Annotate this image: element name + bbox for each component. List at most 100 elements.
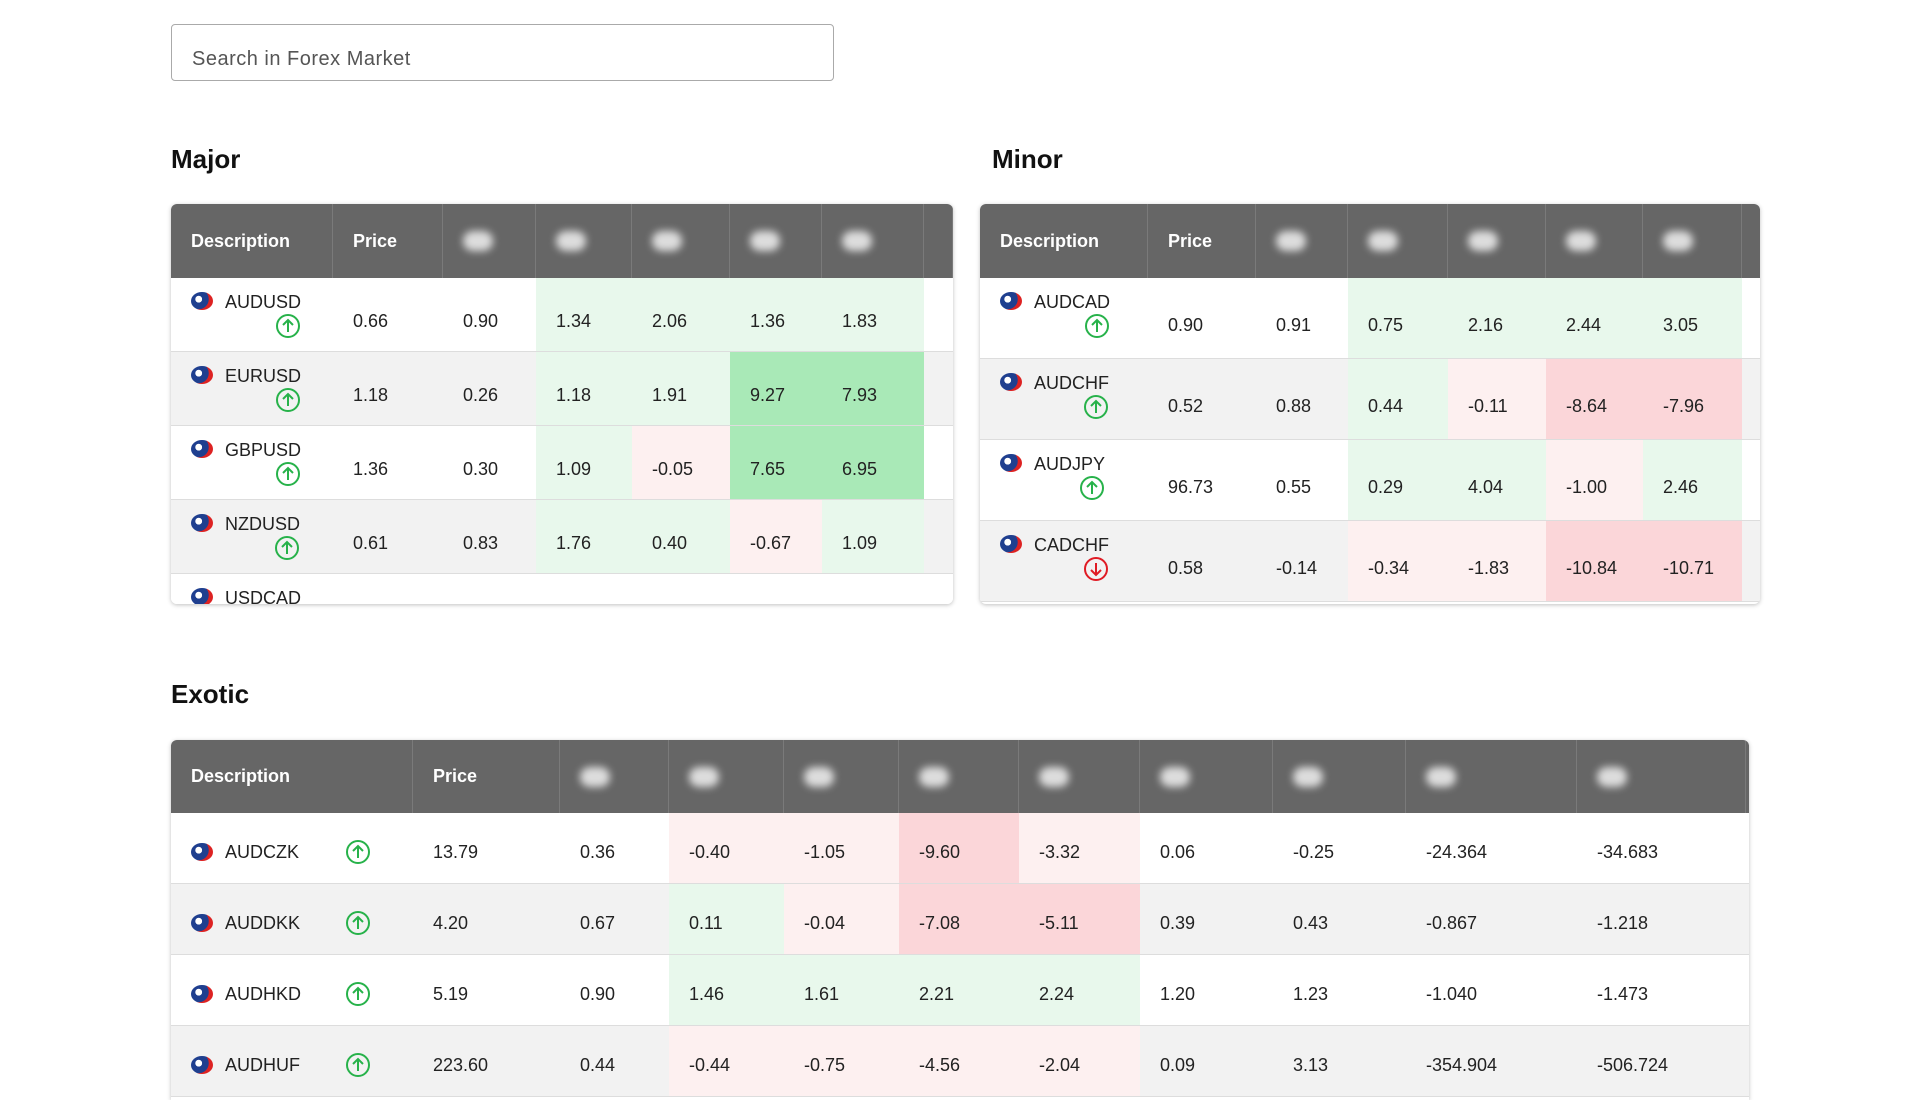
symbol-group: CADCHF bbox=[1034, 535, 1109, 582]
flag-icon bbox=[191, 843, 213, 861]
symbol[interactable]: GBPUSD bbox=[225, 440, 302, 460]
value-cell: -2.04 bbox=[1019, 1026, 1140, 1096]
symbol[interactable]: AUDHKD bbox=[225, 983, 302, 1004]
blurred-header bbox=[1468, 231, 1498, 251]
table-row: USDCAD bbox=[171, 574, 953, 604]
value-cell: 223.60 bbox=[433, 1054, 489, 1075]
section-title: Exotic bbox=[171, 679, 250, 709]
symbol[interactable]: AUDCZK bbox=[225, 841, 300, 862]
table-row: AUDUSD 0.66 0.90 1.34 2.06 1.36 1.83 bbox=[171, 278, 953, 352]
value-cell: -4.56 bbox=[899, 1026, 1019, 1096]
value-cell: -3.32 bbox=[1019, 813, 1140, 883]
header-cell bbox=[784, 740, 899, 813]
symbol[interactable]: AUDDKK bbox=[225, 912, 301, 933]
description-cell: AUDJPY bbox=[980, 440, 1148, 520]
flag-icon bbox=[1000, 292, 1022, 310]
symbol[interactable]: USDCAD bbox=[225, 588, 302, 604]
description-cell: AUDHKD bbox=[171, 955, 413, 1025]
table-row: AUDHUF 223.60 0.44 -0.44 -0.75 -4.56 -2.04 0.09… bbox=[171, 1026, 1749, 1097]
flag-icon bbox=[191, 514, 213, 532]
header-cell bbox=[1348, 204, 1448, 278]
blurred-header bbox=[1039, 766, 1069, 787]
value-cell: -9.60 bbox=[899, 813, 1019, 883]
value-cell: -1.05 bbox=[784, 813, 899, 883]
header-row: Description Price bbox=[980, 204, 1760, 278]
description-cell: AUDCZK bbox=[171, 813, 413, 883]
trend-icon bbox=[276, 462, 301, 486]
value-cell: 0.26 bbox=[463, 385, 499, 405]
value-cell: -0.34 bbox=[1348, 521, 1448, 601]
value-cell: 6.95 bbox=[822, 426, 924, 499]
header-cell bbox=[560, 740, 669, 813]
table-row: EURUSD 1.18 0.26 1.18 1.91 9.27 7.93 bbox=[171, 352, 953, 426]
value-cell: 7.65 bbox=[730, 426, 822, 499]
value-cell: 1.34 bbox=[536, 278, 632, 351]
flag-icon bbox=[191, 914, 213, 932]
header-cell: Description bbox=[171, 740, 413, 813]
value-cell: 0.58 bbox=[1168, 557, 1204, 578]
value-cell: 7.93 bbox=[822, 352, 924, 425]
header-cell bbox=[1746, 740, 1749, 813]
symbol-group: AUDJPY bbox=[1034, 454, 1105, 501]
symbol[interactable]: AUDCHF bbox=[1034, 373, 1109, 393]
value-cell: 1.20 bbox=[1160, 983, 1196, 1004]
symbol[interactable]: NZDUSD bbox=[225, 514, 300, 534]
header-cell: Price bbox=[413, 740, 560, 813]
description-cell: AUDUSD bbox=[171, 278, 333, 351]
value-cell: -1.218 bbox=[1597, 912, 1649, 933]
blurred-header bbox=[1276, 231, 1306, 251]
value-cell: 0.90 bbox=[463, 311, 499, 331]
header-cell bbox=[1140, 740, 1273, 813]
major-table: Description Price AUDUSD 0.66 0.90 1.34 2.06 1.… bbox=[171, 204, 953, 604]
description-cell: NZDUSD bbox=[171, 500, 333, 573]
symbol-group: AUDCAD bbox=[1034, 292, 1110, 339]
value-cell: -1.00 bbox=[1546, 440, 1643, 520]
flag-icon bbox=[191, 985, 213, 1003]
description-cell: EURUSD bbox=[171, 352, 333, 425]
section-title: Minor bbox=[992, 144, 1063, 174]
blurred-header bbox=[1426, 766, 1456, 787]
symbol-group: AUDUSD bbox=[225, 292, 301, 339]
value-cell: 1.91 bbox=[632, 352, 730, 425]
flag-icon bbox=[191, 588, 213, 604]
value-cell: -0.40 bbox=[669, 813, 784, 883]
search-box[interactable]: Search in Forex Market bbox=[171, 24, 834, 81]
table-row: GBPUSD 1.36 0.30 1.09 -0.05 7.65 6.95 bbox=[171, 426, 953, 500]
symbol[interactable]: AUDCAD bbox=[1034, 292, 1111, 312]
value-cell: 0.88 bbox=[1276, 395, 1312, 416]
symbol[interactable]: AUDUSD bbox=[225, 292, 302, 312]
symbol-group: USDCAD bbox=[225, 588, 301, 604]
value-cell: -0.04 bbox=[784, 884, 899, 954]
value-cell: -0.11 bbox=[1448, 359, 1546, 439]
value-cell: 0.29 bbox=[1348, 440, 1448, 520]
blurred-header bbox=[1160, 766, 1190, 787]
value-cell: 96.73 bbox=[1168, 476, 1214, 497]
value-cell: -354.904 bbox=[1426, 1054, 1498, 1075]
value-cell: -34.683 bbox=[1597, 841, 1659, 862]
trend-icon bbox=[346, 911, 370, 935]
value-cell: 0.75 bbox=[1348, 278, 1448, 358]
value-cell: 0.30 bbox=[463, 459, 499, 479]
symbol[interactable]: EURUSD bbox=[225, 366, 302, 386]
table-row: CADCHF 0.58 -0.14 -0.34 -1.83 -10.84 -10.71 bbox=[980, 521, 1760, 602]
symbol[interactable]: AUDHUF bbox=[225, 1054, 300, 1075]
value-cell bbox=[443, 574, 536, 604]
value-cell: 9.27 bbox=[730, 352, 822, 425]
symbol[interactable]: AUDJPY bbox=[1034, 454, 1106, 474]
value-cell: 0.67 bbox=[580, 912, 616, 933]
symbol[interactable]: CADCHF bbox=[1034, 535, 1109, 555]
value-cell: -7.08 bbox=[899, 884, 1019, 954]
symbol-group: AUDCHF bbox=[1034, 373, 1109, 420]
value-cell bbox=[822, 574, 924, 604]
description-cell: AUDHUF bbox=[171, 1026, 413, 1096]
value-cell: 0.83 bbox=[463, 533, 499, 553]
value-cell: 1.83 bbox=[822, 278, 924, 351]
header-cell bbox=[536, 204, 632, 278]
value-cell: 4.04 bbox=[1448, 440, 1546, 520]
flag-icon bbox=[191, 1056, 213, 1074]
flag-icon bbox=[1000, 454, 1022, 472]
value-cell: 0.11 bbox=[669, 884, 784, 954]
blurred-header bbox=[556, 231, 586, 251]
value-cell: -1.83 bbox=[1448, 521, 1546, 601]
value-cell: 2.06 bbox=[632, 278, 730, 351]
